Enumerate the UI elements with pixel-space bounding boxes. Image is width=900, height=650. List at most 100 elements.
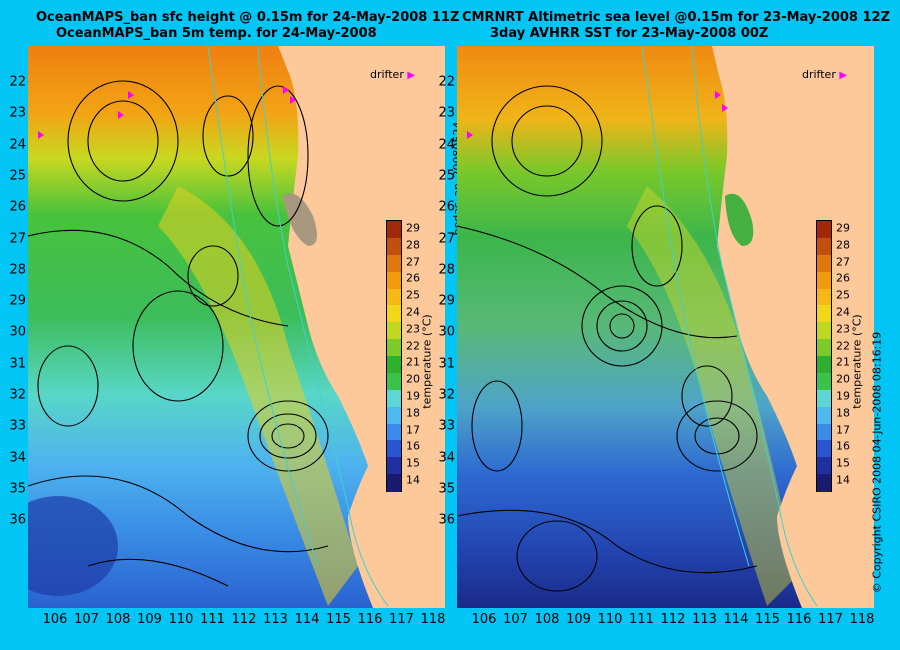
- right-lat-tick-30: 30: [438, 324, 455, 340]
- right-colorbar-tick-27: 27: [836, 255, 850, 269]
- right-lat-tick-23: 23: [438, 105, 455, 121]
- left-lon-tick-117: 117: [389, 612, 414, 627]
- right-colorbar-swatch: [817, 356, 831, 374]
- left-bathymetry: [207, 46, 389, 607]
- right-colorbar-tick-25: 25: [836, 288, 850, 302]
- right-lon-tick-107: 107: [503, 612, 528, 627]
- right-lat-tick-31: 31: [438, 356, 455, 372]
- left-lat-tick-34: 34: [9, 450, 26, 466]
- left-latitude-axis: 22 23 24 25 26 27 28 29 30 31 32 33 34 35 36: [0, 46, 28, 608]
- left-lat-tick-26: 26: [9, 199, 26, 215]
- left-lon-tick-110: 110: [168, 612, 194, 627]
- right-lat-tick-29: 29: [438, 293, 455, 309]
- left-lon-tick-113: 113: [263, 612, 288, 627]
- left-lat-tick-32: 32: [9, 387, 26, 403]
- left-colorbar-tick-18: 18: [406, 406, 420, 420]
- right-lon-tick-111: 111: [629, 612, 654, 627]
- right-lon-tick-106: 106: [471, 612, 497, 627]
- left-lat-tick-27: 27: [9, 231, 26, 246]
- right-lon-tick-108: 108: [534, 612, 560, 627]
- left-longitude-axis: 106 107 108 109 110 111 112 113 114 115 116 117 118: [28, 612, 446, 636]
- right-lon-tick-118: 118: [849, 612, 875, 627]
- right-drifters: [467, 91, 728, 139]
- right-drifter-legend: drifter ▶: [802, 68, 847, 81]
- drifter-arrow-icon: ▶: [839, 70, 848, 81]
- left-colorbar-tick-27: 27: [406, 255, 420, 269]
- right-land: [712, 46, 874, 608]
- right-colorbar-swatch: [817, 237, 831, 256]
- left-title-line2: OceanMAPS_ban 5m temp. for 24-May-2008: [56, 26, 377, 41]
- left-colorbar-swatch: [387, 339, 401, 357]
- right-lon-tick-115: 115: [755, 612, 780, 627]
- right-colorbar-tick-24: 24: [836, 305, 850, 319]
- left-colorbar-tick-20: 20: [406, 372, 420, 386]
- left-lat-tick-30: 30: [9, 324, 26, 340]
- left-colorbar-swatch: [387, 389, 401, 408]
- right-lat-tick-35: 35: [438, 481, 455, 497]
- right-lat-tick-25: 25: [438, 168, 455, 184]
- right-colorbar-swatch: [817, 305, 831, 323]
- right-lat-tick-28: 28: [438, 262, 455, 278]
- left-lat-tick-28: 28: [9, 262, 26, 278]
- right-island-green: [725, 193, 754, 246]
- left-ssh-contours: [28, 80, 329, 587]
- right-colorbar: [816, 220, 832, 492]
- right-longitude-axis: 106 107 108 109 110 111 112 113 114 115 116 117 118: [457, 612, 875, 636]
- right-colorbar-tick-16: 16: [836, 439, 850, 453]
- left-colorbar-swatch: [387, 440, 401, 458]
- right-drifter-label: drifter: [802, 68, 836, 81]
- left-colorbar-tick-14: 14: [406, 473, 420, 487]
- right-colorbar-tick-23: 23: [836, 322, 850, 336]
- left-colorbar-tick-17: 17: [406, 423, 420, 437]
- left-colorbar-tick-25: 25: [406, 288, 420, 302]
- left-colorbar: [386, 220, 402, 492]
- left-deep-cold-pool: [28, 496, 118, 596]
- left-map-svg: [28, 46, 445, 608]
- right-colorbar-swatch: [817, 440, 831, 458]
- right-latitude-axis: 22 23 24 25 26 27 28 29 30 31 32 33 34 35 36: [429, 46, 457, 608]
- left-land: [278, 46, 445, 608]
- left-colorbar-tick-24: 24: [406, 305, 420, 319]
- right-lon-tick-117: 117: [818, 612, 843, 627]
- left-lat-tick-29: 29: [9, 293, 26, 309]
- right-lat-tick-24: 24: [438, 137, 455, 153]
- right-colorbar-swatch: [817, 457, 831, 475]
- left-colorbar-swatch: [387, 254, 401, 273]
- left-lat-tick-33: 33: [9, 418, 26, 434]
- right-lat-tick-26: 26: [438, 199, 455, 215]
- left-map: [28, 46, 445, 608]
- right-lat-tick-34: 34: [438, 450, 455, 466]
- right-lat-tick-33: 33: [438, 418, 455, 434]
- right-colorbar-swatch: [817, 322, 831, 340]
- left-lon-tick-115: 115: [326, 612, 351, 627]
- right-colorbar-swatch: [817, 423, 831, 441]
- right-bathymetry: [641, 46, 818, 607]
- left-colorbar-swatch: [387, 237, 401, 256]
- left-lat-tick-36: 36: [9, 512, 26, 528]
- left-colorbar-swatch: [387, 474, 401, 492]
- left-lon-tick-118: 118: [420, 612, 446, 627]
- left-colorbar-tick-22: 22: [406, 339, 420, 353]
- right-colorbar-swatch: [817, 288, 831, 306]
- right-colorbar-swatch: [817, 271, 831, 289]
- left-lon-tick-108: 108: [105, 612, 131, 627]
- left-colorbar-swatch: [387, 457, 401, 475]
- drifter-arrow-icon: ▶: [407, 70, 416, 81]
- right-colorbar-title: temperature (°C): [850, 314, 864, 409]
- left-colorbar-swatch: [387, 305, 401, 323]
- left-lon-tick-106: 106: [42, 612, 68, 627]
- left-colorbar-swatch: [387, 271, 401, 289]
- right-colorbar-tick-14: 14: [836, 473, 850, 487]
- left-lon-tick-107: 107: [74, 612, 99, 627]
- right-lat-tick-36: 36: [438, 512, 455, 528]
- copyright-label: © Copyright CSIRO 2008 04-Jun-2008 08:16…: [870, 331, 884, 594]
- left-lon-tick-109: 109: [137, 612, 162, 627]
- left-island-gray: [283, 193, 317, 246]
- right-colorbar-tick-15: 15: [836, 456, 850, 470]
- left-colorbar-swatch: [387, 356, 401, 374]
- left-lat-tick-23: 23: [9, 105, 26, 121]
- left-lat-tick-31: 31: [9, 356, 26, 372]
- left-colorbar-tick-28: 28: [406, 238, 420, 252]
- right-colorbar-tick-18: 18: [836, 406, 850, 420]
- left-colorbar-tick-26: 26: [406, 271, 420, 285]
